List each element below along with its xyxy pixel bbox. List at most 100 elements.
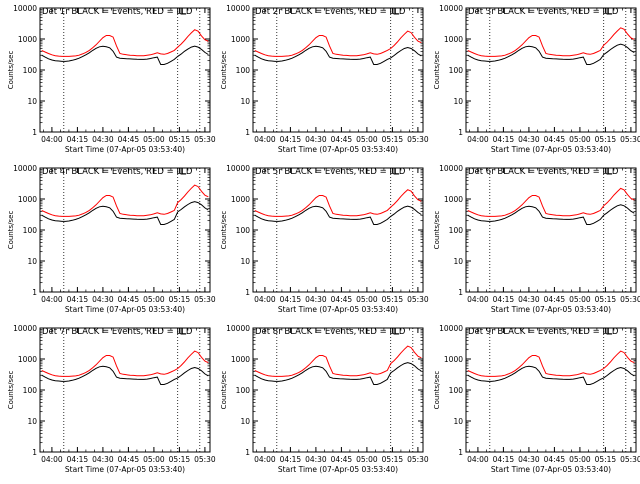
y-tick-label: 100 [236, 66, 251, 75]
x-tick-label: 04:15 [67, 295, 89, 304]
chart-panel: Det 3r BLACK = Events, RED = LLD 1 10 100 10… [433, 4, 640, 154]
x-tick-label: 04:45 [331, 455, 353, 464]
x-tick-label: 04:15 [493, 135, 515, 144]
plot-frame [39, 327, 211, 453]
chart-title: Det 9r BLACK = Events, RED = LLD [468, 327, 619, 337]
top-bracket-mark [606, 8, 613, 15]
x-axis-label: Start Time (07-Apr-05 03:53:40) [278, 465, 398, 474]
x-tick-label: 04:45 [118, 295, 140, 304]
chart-panel: Det 6r BLACK = Events, RED = LLD 1 10 100 10… [433, 164, 640, 314]
series-line-black [467, 204, 635, 225]
x-tick-label: 04:15 [493, 295, 515, 304]
x-tick-label: 04:30 [518, 455, 540, 464]
y-tick-label: 1000 [18, 355, 37, 364]
y-tick-label: 1 [458, 128, 463, 137]
x-tick-label: 04:00 [467, 295, 489, 304]
chart-panel: Det 1r BLACK = Events, RED = LLD 1 10 100 10… [7, 4, 216, 154]
plot-frame [465, 327, 637, 453]
top-bracket-mark [393, 168, 400, 175]
x-axis-label: Start Time (07-Apr-05 03:53:40) [65, 145, 185, 154]
y-tick-label: 1000 [18, 35, 37, 44]
series-line-red [254, 345, 422, 377]
x-tick-label: 04:15 [280, 135, 302, 144]
y-tick-label: 1000 [231, 195, 250, 204]
y-tick-label: 10 [453, 417, 463, 426]
y-tick-label: 10 [240, 257, 250, 266]
x-tick-label: 05:00 [569, 135, 591, 144]
x-tick-label: 04:15 [280, 295, 302, 304]
y-tick-label: 1000 [444, 35, 463, 44]
y-tick-label: 1000 [18, 195, 37, 204]
x-tick-label: 04:00 [41, 295, 63, 304]
chart-panel: Det 5r BLACK = Events, RED = LLD 1 10 100 10… [220, 164, 429, 314]
x-tick-label: 05:15 [169, 455, 191, 464]
y-tick-label: 10000 [226, 4, 250, 13]
x-tick-label: 05:15 [595, 455, 617, 464]
y-tick-label: 100 [23, 226, 38, 235]
top-bracket-mark [180, 8, 187, 15]
series-line-black [254, 362, 422, 385]
y-tick-label: 100 [449, 226, 464, 235]
y-tick-label: 10000 [439, 164, 463, 173]
x-tick-label: 05:15 [382, 455, 404, 464]
x-axis-label: Start Time (07-Apr-05 03:53:40) [491, 305, 611, 314]
chart-title: Det 2r BLACK = Events, RED = LLD [255, 7, 406, 17]
x-tick-label: 04:00 [41, 455, 63, 464]
series-line-red [254, 189, 422, 217]
x-tick-label: 05:15 [595, 135, 617, 144]
chart-title: Det 1r BLACK = Events, RED = LLD [42, 7, 193, 17]
x-tick-label: 04:15 [280, 455, 302, 464]
plot-frame [252, 327, 424, 453]
x-tick-label: 05:15 [382, 135, 404, 144]
x-tick-label: 05:30 [407, 135, 429, 144]
x-tick-label: 05:00 [356, 135, 378, 144]
x-tick-label: 04:30 [92, 455, 114, 464]
y-axis-label: Counts/sec [7, 51, 15, 90]
y-tick-label: 1 [245, 128, 250, 137]
y-tick-label: 1 [32, 128, 37, 137]
x-tick-label: 04:30 [92, 295, 114, 304]
x-tick-label: 04:30 [305, 135, 327, 144]
y-tick-label: 1 [32, 448, 37, 457]
series-line-black [254, 45, 422, 65]
y-tick-label: 10000 [13, 4, 37, 13]
x-tick-label: 05:00 [356, 295, 378, 304]
x-axis-label: Start Time (07-Apr-05 03:53:40) [491, 145, 611, 154]
x-tick-label: 05:15 [169, 295, 191, 304]
chart-title: Det 6r BLACK = Events, RED = LLD [468, 167, 619, 177]
chart-panel: Det 2r BLACK = Events, RED = LLD 1 10 100 10… [220, 4, 429, 154]
chart-title: Det 3r BLACK = Events, RED = LLD [468, 7, 619, 17]
x-tick-label: 05:00 [143, 295, 165, 304]
y-tick-label: 10 [27, 97, 37, 106]
chart-title: Det 8r BLACK = Events, RED = LLD [255, 327, 406, 337]
x-tick-label: 05:15 [169, 135, 191, 144]
x-tick-label: 04:00 [254, 455, 276, 464]
y-tick-label: 10000 [226, 164, 250, 173]
x-axis-label: Start Time (07-Apr-05 03:53:40) [278, 305, 398, 314]
top-bracket-mark [606, 168, 613, 175]
x-tick-label: 05:15 [382, 295, 404, 304]
y-tick-label: 10000 [13, 164, 37, 173]
x-tick-label: 04:45 [118, 135, 140, 144]
plot-frame [465, 7, 637, 133]
y-tick-label: 100 [236, 226, 251, 235]
x-tick-label: 05:30 [620, 455, 640, 464]
x-tick-label: 04:00 [254, 135, 276, 144]
y-tick-label: 10000 [439, 4, 463, 13]
series-line-black [41, 365, 209, 385]
plot-frame [39, 7, 211, 133]
x-tick-label: 05:00 [143, 135, 165, 144]
x-tick-label: 04:00 [467, 135, 489, 144]
y-axis-label: Counts/sec [220, 51, 228, 90]
chart-title: Det 5r BLACK = Events, RED = LLD [255, 167, 406, 177]
top-bracket-mark [606, 328, 613, 335]
top-bracket-mark [393, 328, 400, 335]
x-tick-label: 04:00 [467, 455, 489, 464]
y-tick-label: 10 [453, 97, 463, 106]
series-line-red [41, 29, 209, 57]
x-tick-label: 05:15 [595, 295, 617, 304]
y-tick-label: 100 [449, 386, 464, 395]
x-tick-label: 05:30 [620, 135, 640, 144]
series-line-black [41, 45, 209, 65]
